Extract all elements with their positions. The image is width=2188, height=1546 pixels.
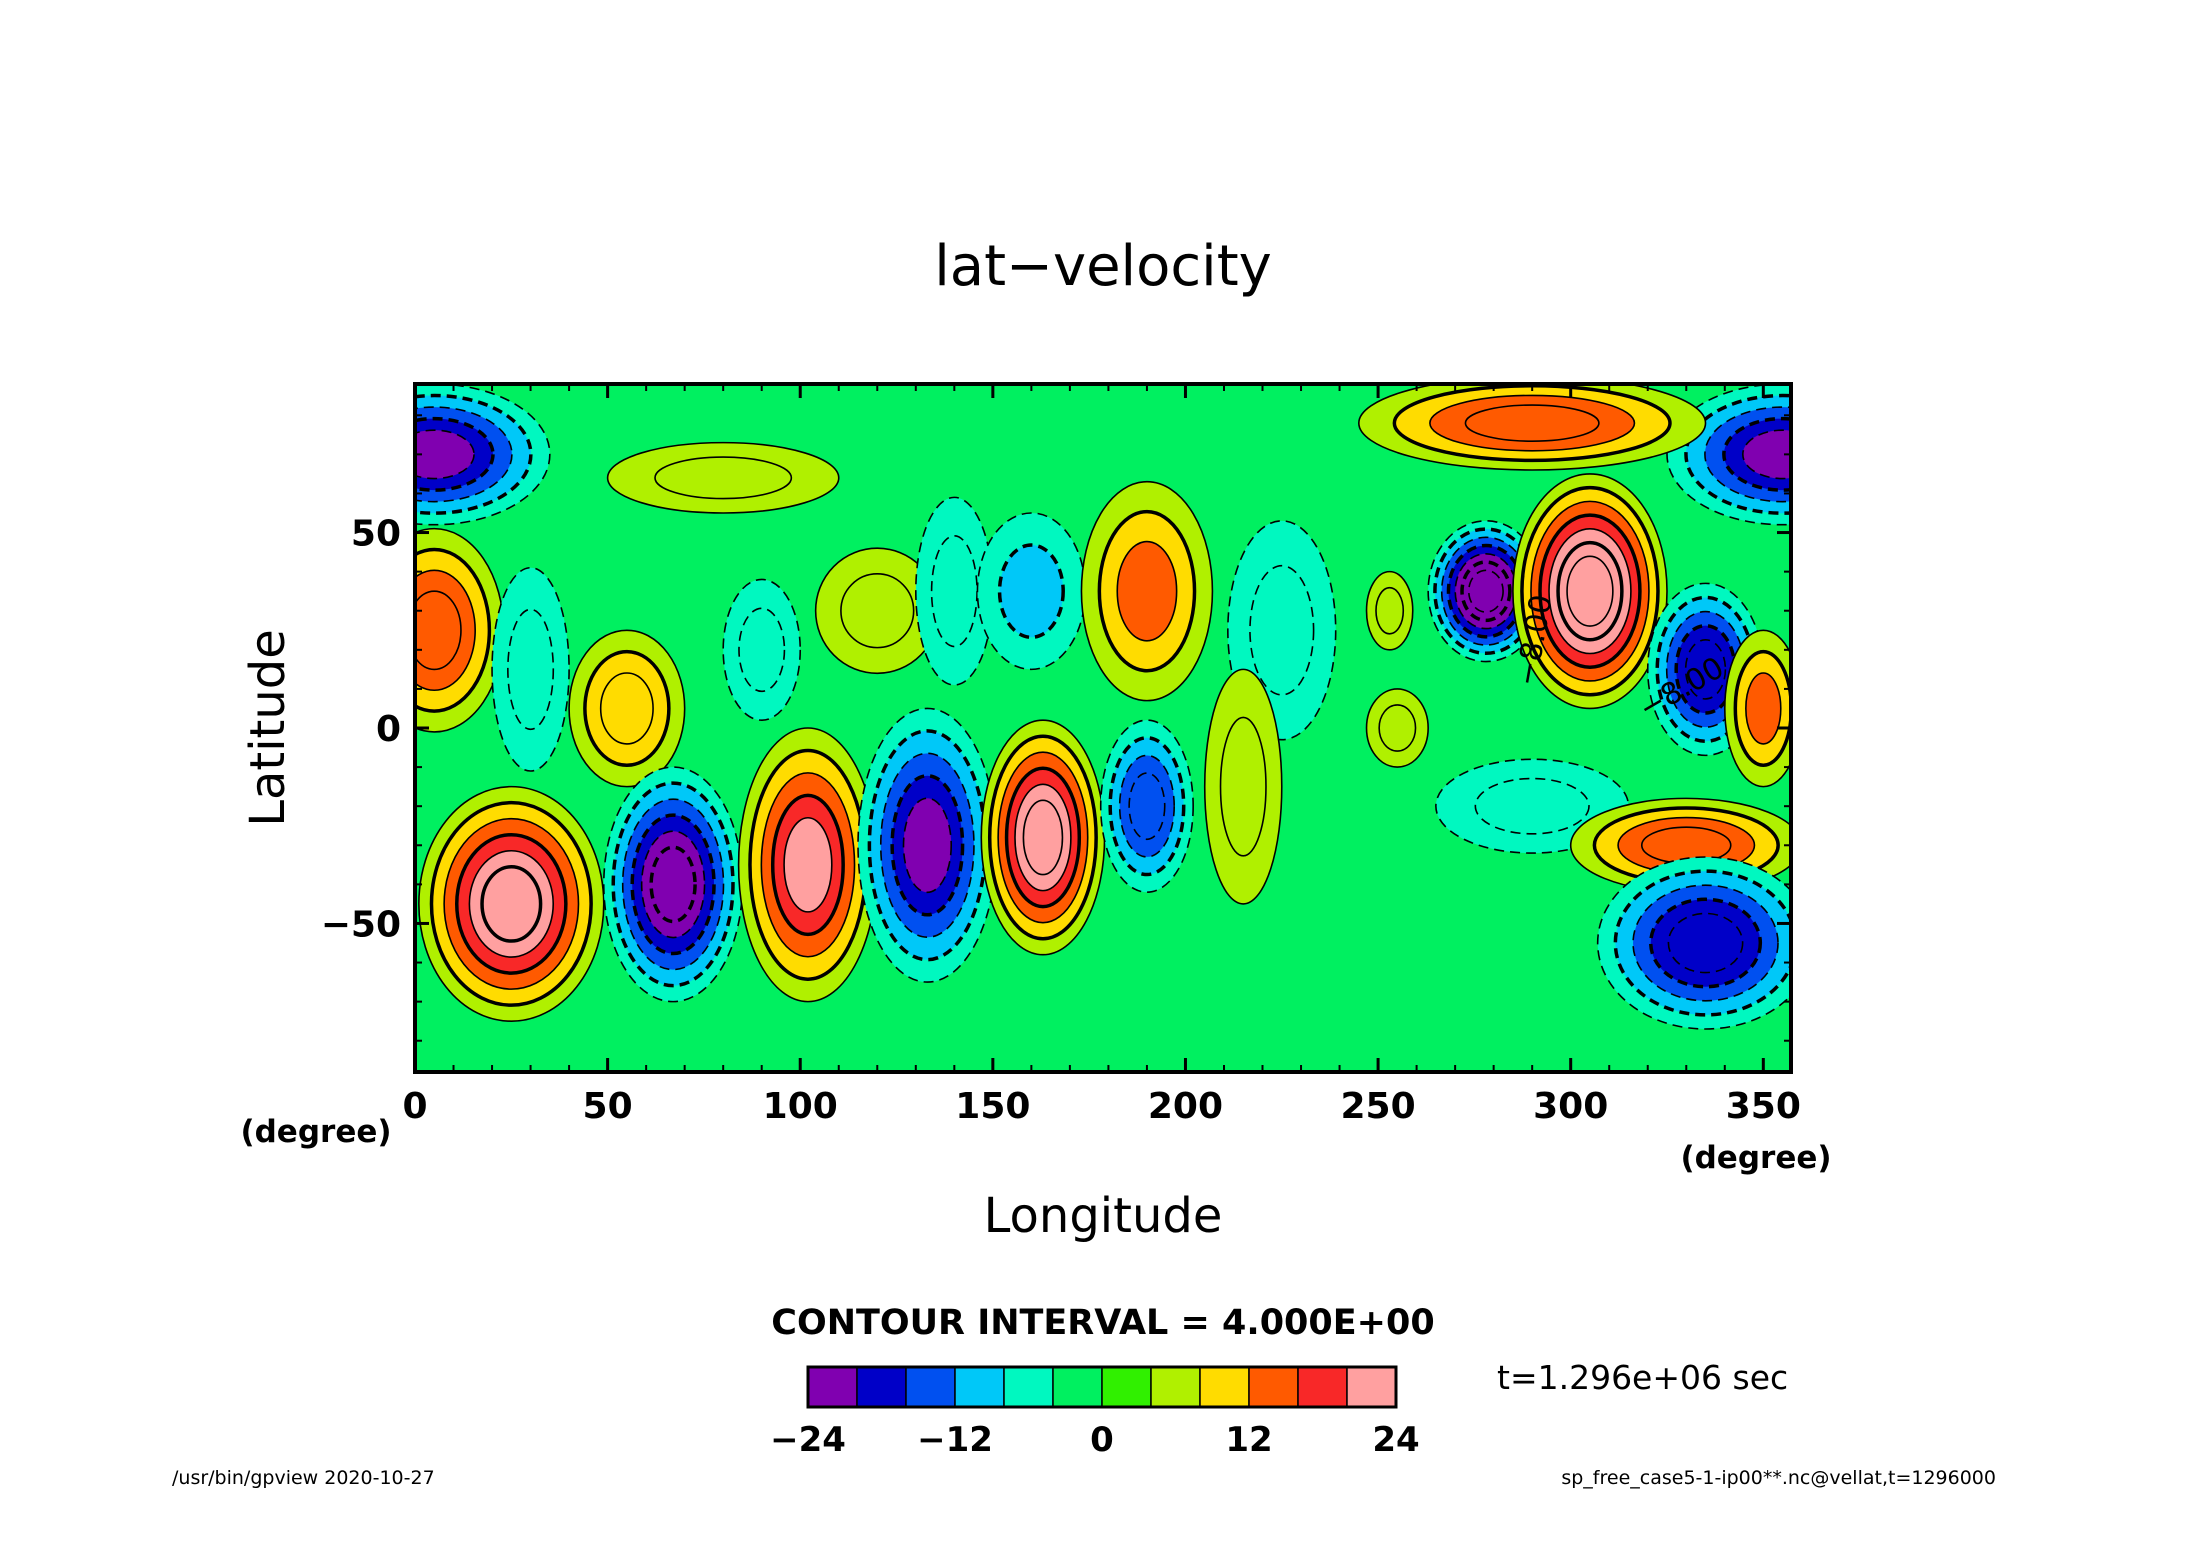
field-feature-3 xyxy=(415,527,505,733)
field-feature-27 xyxy=(1569,797,1791,893)
contour-band xyxy=(1022,799,1064,876)
contour-band xyxy=(415,429,475,480)
contour-band xyxy=(930,535,978,648)
contour-band xyxy=(1467,569,1504,613)
colorbar-swatch xyxy=(1248,1366,1299,1408)
colorbar-swatch xyxy=(1199,1366,1250,1408)
x-tick-label: 350 xyxy=(1726,1086,1801,1127)
contour-band xyxy=(1378,704,1417,752)
contour-band xyxy=(649,845,697,924)
field-feature-10 xyxy=(1080,480,1214,702)
contour-interval-label: CONTOUR INTERVAL = 4.000E+00 xyxy=(771,1303,1434,1343)
field-feature-19 xyxy=(418,785,605,1022)
colorbar-tick-label: 12 xyxy=(1225,1420,1272,1460)
plot-area: −8.00 −8.00 xyxy=(413,382,1793,1074)
contour-band xyxy=(1219,716,1267,857)
field-feature-15 xyxy=(1512,473,1668,710)
field-feature-8 xyxy=(915,496,994,686)
colorbar-swatch xyxy=(954,1366,1005,1408)
contour-band xyxy=(1742,429,1791,480)
contour-band xyxy=(997,543,1065,640)
colorbar-swatch xyxy=(1150,1366,1201,1408)
x-tick-label: 50 xyxy=(583,1086,633,1127)
colorbar-swatch xyxy=(807,1366,858,1408)
field-feature-0 xyxy=(415,384,551,526)
colorbar-tick-label: 0 xyxy=(1090,1420,1114,1460)
x-axis-label: Longitude xyxy=(984,1188,1223,1244)
x-tick-label: 100 xyxy=(763,1086,838,1127)
contour-band xyxy=(738,607,786,693)
field-feature-28 xyxy=(1596,856,1791,1030)
x-axis: 0 50 100 150 200 250 300 350 xyxy=(402,384,1801,1127)
x-tick-label: 300 xyxy=(1533,1086,1608,1127)
x-tick-label: 200 xyxy=(1148,1086,1223,1127)
colorbar-swatch xyxy=(1101,1366,1152,1408)
field-feature-13 xyxy=(1365,688,1429,768)
field-feature-18 xyxy=(1723,629,1791,788)
contour-band xyxy=(480,865,543,943)
contour-band xyxy=(599,672,654,745)
field-feature-2 xyxy=(606,441,840,514)
y-tick-label: 0 xyxy=(376,709,401,750)
colorbar-tick-label: −12 xyxy=(917,1420,993,1460)
contour-band xyxy=(840,573,915,649)
contour-band xyxy=(1249,564,1315,696)
field-feature-16 xyxy=(1358,384,1707,471)
contour-band xyxy=(902,797,953,894)
y-axis: −50 0 50 xyxy=(321,414,1791,1042)
footer-right: sp_free_case5-1-ip00**.nc@vellat,t=12960… xyxy=(1561,1467,1996,1489)
contour-band xyxy=(507,608,555,731)
contour-band xyxy=(1474,777,1590,835)
field-feature-12 xyxy=(1365,570,1414,651)
colorbar-swatch xyxy=(1346,1366,1397,1408)
colorbar-swatch xyxy=(1052,1366,1103,1408)
colorbar-tick-label: −24 xyxy=(770,1420,846,1460)
field-feature-7 xyxy=(814,547,940,675)
colorbar: −24 −12 0 12 24 xyxy=(770,1365,1420,1460)
field-feature-20 xyxy=(602,766,744,1003)
x-tick-label: 250 xyxy=(1341,1086,1416,1127)
chart-title: lat−velocity xyxy=(934,234,1272,299)
contour-band xyxy=(654,456,793,500)
contour-band xyxy=(1116,540,1178,642)
field-feature-6 xyxy=(722,578,802,721)
footer-left: /usr/bin/gpview 2020-10-27 xyxy=(172,1467,435,1489)
contour-band xyxy=(415,590,462,671)
colorbar-swatch xyxy=(1297,1366,1348,1408)
colorbar-swatch xyxy=(905,1366,956,1408)
field-feature-4 xyxy=(491,566,570,772)
colorbar-swatch xyxy=(856,1366,907,1408)
field-feature-14 xyxy=(1427,520,1545,663)
x-unit-right: (degree) xyxy=(1680,1140,1831,1176)
y-axis-label: Latitude xyxy=(240,629,296,827)
x-unit-left: (degree) xyxy=(240,1114,391,1150)
contour-band xyxy=(1464,404,1600,442)
contour-band xyxy=(1375,586,1405,635)
field-feature-1 xyxy=(1666,384,1791,526)
contour-band xyxy=(1128,772,1166,841)
colorbar-frame xyxy=(806,1365,1398,1409)
y-tick-label: −50 xyxy=(321,904,401,945)
x-tick-label: 0 xyxy=(402,1086,427,1127)
x-tick-label: 150 xyxy=(955,1086,1030,1127)
y-tick-label: 50 xyxy=(351,514,401,555)
contour-band xyxy=(1566,555,1614,627)
contour-band xyxy=(783,816,833,913)
field-feature-23 xyxy=(980,719,1106,956)
field-feature-9 xyxy=(976,512,1087,671)
contour-band xyxy=(1684,638,1727,700)
field-feature-21 xyxy=(737,727,879,1003)
colorbar-swatch xyxy=(1003,1366,1054,1408)
contour-band xyxy=(1667,912,1744,974)
field-feature-25 xyxy=(1203,668,1283,905)
time-label: t=1.296e+06 sec xyxy=(1497,1358,1788,1397)
colorbar-tick-label: 24 xyxy=(1372,1420,1419,1460)
field-feature-5 xyxy=(568,629,686,788)
contour-band xyxy=(1745,672,1782,745)
field-feature-24 xyxy=(1099,719,1194,893)
field-feature-22 xyxy=(857,707,998,983)
field-layers xyxy=(415,384,1791,1030)
